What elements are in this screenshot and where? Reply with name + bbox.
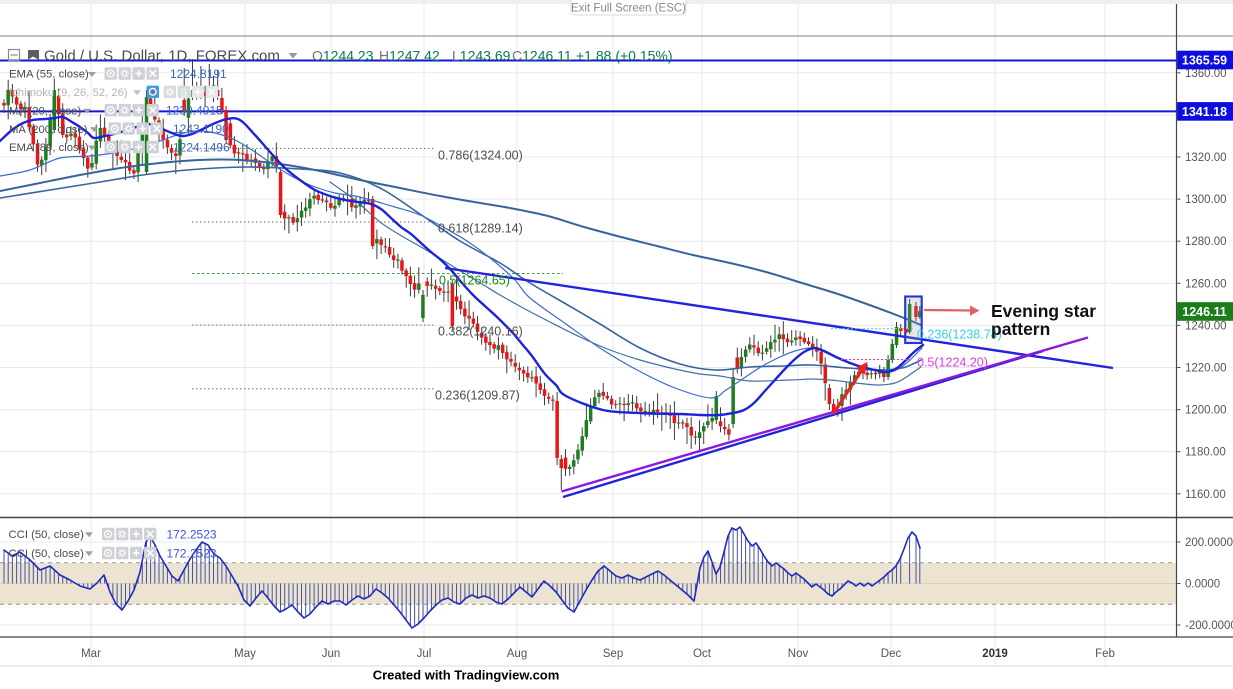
svg-text:1365.59: 1365.59 <box>1182 54 1227 68</box>
svg-text:1280.00: 1280.00 <box>1185 236 1227 248</box>
svg-text:{}: {} <box>181 87 187 97</box>
svg-text:1240.00: 1240.00 <box>1185 320 1227 332</box>
svg-text:Sep: Sep <box>603 648 623 660</box>
svg-text:0.236(1209.87): 0.236(1209.87) <box>435 389 520 403</box>
svg-text:-200.0000: -200.0000 <box>1185 620 1233 632</box>
svg-text:1160.00: 1160.00 <box>1185 489 1226 501</box>
svg-text:1230.4915: 1230.4915 <box>166 104 223 118</box>
svg-text:1243.1190: 1243.1190 <box>173 122 229 136</box>
svg-text:Aug: Aug <box>507 648 527 660</box>
svg-text:MA (20, close): MA (20, close) <box>9 105 81 117</box>
svg-text:0.236(1238.74): 0.236(1238.74) <box>917 328 1002 342</box>
svg-text:CCI (50, close): CCI (50, close) <box>9 529 85 541</box>
svg-text:+1.88 (+0.15%): +1.88 (+0.15%) <box>576 48 673 64</box>
svg-text:Exit Full Screen (ESC): Exit Full Screen (ESC) <box>571 3 686 15</box>
svg-text:Jun: Jun <box>322 648 341 660</box>
svg-text:1360.00: 1360.00 <box>1185 68 1227 80</box>
svg-text:EMA (55, close): EMA (55, close) <box>9 69 89 81</box>
svg-text:1300.00: 1300.00 <box>1185 194 1227 206</box>
svg-text:Mar: Mar <box>81 648 101 660</box>
svg-text:C1246.11: C1246.11 <box>512 48 572 64</box>
svg-text:EMA (89, close): EMA (89, close) <box>9 142 89 154</box>
svg-text:Feb: Feb <box>1095 648 1115 660</box>
svg-text:Nov: Nov <box>788 648 809 660</box>
svg-text:0.5(1264.65): 0.5(1264.65) <box>439 274 510 288</box>
svg-text:Created with Tradingview.com: Created with Tradingview.com <box>373 668 560 683</box>
svg-text:MA (200, close): MA (200, close) <box>9 124 88 136</box>
svg-text:1260.00: 1260.00 <box>1185 278 1227 290</box>
svg-text:pattern: pattern <box>991 319 1050 339</box>
svg-text:H1247.42: H1247.42 <box>379 48 440 64</box>
svg-text:Gold / U.S. Dollar, 1D, FOREX.: Gold / U.S. Dollar, 1D, FOREX.com <box>44 48 280 65</box>
svg-text:Jul: Jul <box>417 648 432 660</box>
svg-text:1180.00: 1180.00 <box>1185 447 1226 459</box>
svg-text:L1243.69: L1243.69 <box>452 48 511 64</box>
svg-text:Evening star: Evening star <box>991 301 1096 321</box>
svg-text:172.2523: 172.2523 <box>167 547 217 561</box>
svg-text:172.2523: 172.2523 <box>167 528 217 542</box>
svg-text:1224.8191: 1224.8191 <box>170 67 227 81</box>
svg-text:0.0000: 0.0000 <box>1185 579 1220 591</box>
svg-text:May: May <box>234 648 256 660</box>
svg-text:CCI (50, close): CCI (50, close) <box>9 548 85 560</box>
svg-text:0.618(1289.14): 0.618(1289.14) <box>438 222 523 236</box>
svg-text:1246.11: 1246.11 <box>1182 305 1227 319</box>
svg-text:0.382(1240.16): 0.382(1240.16) <box>438 325 523 339</box>
svg-text:1220.00: 1220.00 <box>1185 363 1227 375</box>
svg-text:Dec: Dec <box>881 648 902 660</box>
svg-text:Oct: Oct <box>693 648 712 660</box>
svg-text:1200.00: 1200.00 <box>1185 405 1227 417</box>
svg-text:1224.1496: 1224.1496 <box>173 141 230 155</box>
svg-text:0.5(1224.20): 0.5(1224.20) <box>917 356 988 370</box>
svg-text:200.0000: 200.0000 <box>1185 537 1233 549</box>
svg-text:O1244.23: O1244.23 <box>312 48 374 64</box>
svg-text:1341.18: 1341.18 <box>1182 105 1227 119</box>
svg-text:1320.00: 1320.00 <box>1185 152 1227 164</box>
svg-text:Ichimoku (9, 26, 52, 26): Ichimoku (9, 26, 52, 26) <box>9 87 128 99</box>
svg-text:2019: 2019 <box>982 648 1008 660</box>
svg-text:0.786(1324.00): 0.786(1324.00) <box>438 149 523 163</box>
